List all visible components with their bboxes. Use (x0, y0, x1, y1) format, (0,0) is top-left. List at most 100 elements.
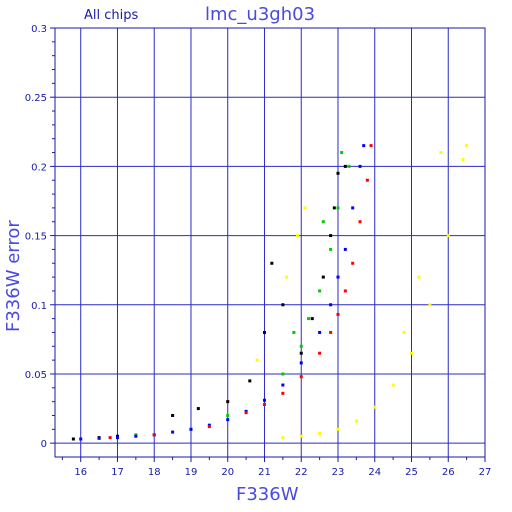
data-point (318, 289, 322, 293)
data-point (329, 330, 333, 334)
data-point (321, 220, 325, 224)
x-tick-label: 17 (111, 467, 124, 478)
data-point (391, 383, 395, 387)
data-point (171, 430, 175, 434)
data-point (336, 312, 340, 316)
data-point (336, 427, 340, 431)
data-point (189, 427, 193, 431)
data-point (171, 413, 175, 417)
data-point (307, 317, 311, 321)
y-tick-label: 0 (41, 439, 47, 450)
x-tick-label: 16 (74, 467, 87, 478)
chart-title: lmc_u3gh03 (205, 4, 315, 25)
data-point (351, 206, 355, 210)
series-group (255, 144, 469, 440)
y-tick-label: 0.2 (31, 162, 47, 173)
data-point (303, 206, 307, 210)
data-point (299, 434, 303, 438)
data-point (262, 398, 266, 402)
data-point (465, 144, 469, 148)
data-point (362, 144, 366, 148)
data-point (343, 247, 347, 251)
x-tick-label: 25 (405, 467, 418, 478)
data-point (310, 317, 314, 321)
data-point (409, 351, 413, 355)
data-point (108, 436, 112, 440)
data-point (369, 144, 373, 148)
data-point (262, 402, 266, 406)
data-point (299, 351, 303, 355)
data-point (226, 413, 230, 417)
data-point (285, 275, 289, 279)
subset-label: All chips (84, 8, 138, 23)
data-point (446, 234, 450, 238)
data-point (347, 164, 351, 168)
series-group (108, 144, 373, 440)
data-point (262, 330, 266, 334)
data-point (336, 275, 340, 279)
data-point (248, 379, 252, 383)
data-point (226, 400, 230, 404)
series-group (134, 151, 351, 437)
x-tick-label: 23 (332, 467, 345, 478)
data-point (292, 330, 296, 334)
data-point (402, 330, 406, 334)
data-point (255, 358, 259, 362)
data-point (281, 383, 285, 387)
data-point (336, 206, 340, 210)
y-axis-title: F336W error (3, 220, 24, 332)
data-point (439, 151, 443, 155)
data-point (354, 419, 358, 423)
data-point (358, 220, 362, 224)
data-point (365, 178, 369, 182)
data-point (207, 425, 211, 429)
y-tick-label: 0.3 (31, 24, 47, 35)
data-point (281, 303, 285, 307)
data-point (244, 411, 248, 415)
data-point (299, 344, 303, 348)
data-point (329, 247, 333, 251)
y-tick-label: 0.15 (25, 232, 47, 243)
x-tick-label: 24 (368, 467, 381, 478)
series-group (79, 144, 366, 441)
x-tick-label: 19 (185, 467, 198, 478)
data-point (318, 351, 322, 355)
data-point (343, 164, 347, 168)
data-points (71, 144, 469, 441)
series-group (71, 164, 347, 441)
data-point (281, 372, 285, 376)
data-point (351, 261, 355, 265)
data-point (152, 433, 156, 437)
x-axis-ticks: 16 17 18 19 20 21 22 23 24 25 26 27 (61, 457, 491, 478)
data-point (318, 431, 322, 435)
x-tick-label: 18 (148, 467, 161, 478)
y-tick-label: 0.1 (31, 301, 47, 312)
data-point (134, 434, 138, 438)
data-point (299, 361, 303, 365)
data-point (318, 330, 322, 334)
data-point (299, 375, 303, 379)
grid-lines (55, 27, 486, 457)
y-tick-label: 0.05 (25, 370, 47, 381)
data-point (226, 418, 230, 422)
x-tick-label: 21 (258, 467, 271, 478)
data-point (281, 391, 285, 395)
data-point (296, 234, 300, 238)
data-point (270, 261, 274, 265)
data-point (373, 405, 377, 409)
data-point (417, 275, 421, 279)
data-point (340, 151, 344, 155)
data-point (329, 234, 333, 238)
data-point (461, 157, 465, 161)
data-point (428, 303, 432, 307)
plot-frame (54, 27, 486, 458)
data-point (79, 437, 83, 441)
data-point (358, 164, 362, 168)
data-point (321, 275, 325, 279)
data-point (281, 436, 285, 440)
data-point (115, 436, 119, 440)
data-point (196, 407, 200, 411)
x-axis-title: F336W (236, 484, 299, 505)
x-tick-label: 26 (442, 467, 455, 478)
